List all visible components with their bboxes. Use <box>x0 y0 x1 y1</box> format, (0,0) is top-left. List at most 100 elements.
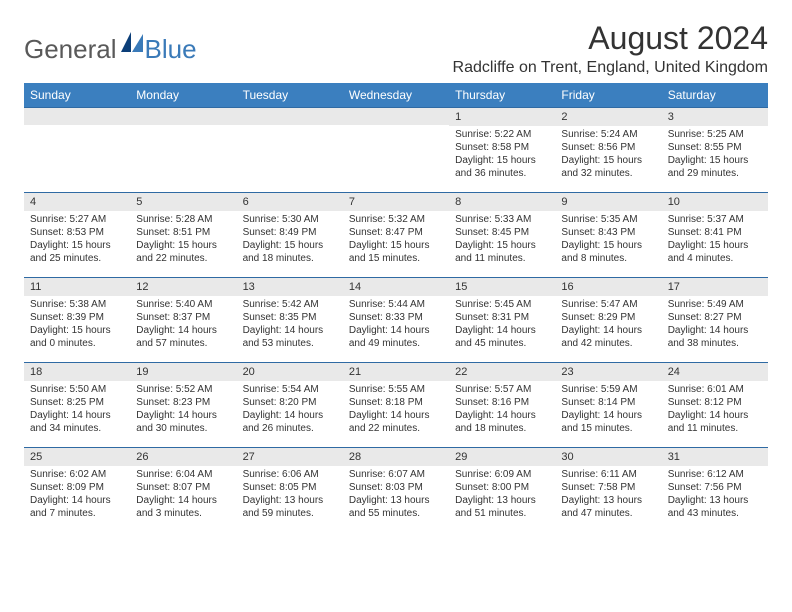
calendar-cell: 15Sunrise: 5:45 AMSunset: 8:31 PMDayligh… <box>449 278 555 362</box>
daylight-text: and 22 minutes. <box>349 422 443 435</box>
sunset-text: Sunset: 8:18 PM <box>349 396 443 409</box>
sunrise-text: Sunrise: 5:30 AM <box>243 213 337 226</box>
sunrise-text: Sunrise: 5:47 AM <box>561 298 655 311</box>
sunrise-text: Sunrise: 5:40 AM <box>136 298 230 311</box>
sunset-text: Sunset: 8:49 PM <box>243 226 337 239</box>
day-number: 14 <box>343 278 449 296</box>
day-number: 3 <box>662 108 768 126</box>
sunrise-text: Sunrise: 6:11 AM <box>561 468 655 481</box>
calendar-cell: 5Sunrise: 5:28 AMSunset: 8:51 PMDaylight… <box>130 193 236 277</box>
calendar-cell: 28Sunrise: 6:07 AMSunset: 8:03 PMDayligh… <box>343 448 449 532</box>
daylight-text: and 36 minutes. <box>455 167 549 180</box>
day-number: 9 <box>555 193 661 211</box>
daylight-text: and 15 minutes. <box>561 422 655 435</box>
day-number: 10 <box>662 193 768 211</box>
calendar-cell: 13Sunrise: 5:42 AMSunset: 8:35 PMDayligh… <box>237 278 343 362</box>
daylight-text: and 22 minutes. <box>136 252 230 265</box>
location-subtitle: Radcliffe on Trent, England, United King… <box>453 59 768 77</box>
cell-body <box>237 125 343 131</box>
daylight-text: Daylight: 14 hours <box>561 409 655 422</box>
sunrise-text: Sunrise: 5:35 AM <box>561 213 655 226</box>
calendar-cell: 17Sunrise: 5:49 AMSunset: 8:27 PMDayligh… <box>662 278 768 362</box>
logo-sail-icon <box>121 32 143 57</box>
cell-body: Sunrise: 5:24 AMSunset: 8:56 PMDaylight:… <box>555 126 661 184</box>
cell-body: Sunrise: 5:57 AMSunset: 8:16 PMDaylight:… <box>449 381 555 439</box>
day-number: 17 <box>662 278 768 296</box>
day-number <box>24 108 130 125</box>
sunset-text: Sunset: 8:23 PM <box>136 396 230 409</box>
daylight-text: Daylight: 14 hours <box>136 409 230 422</box>
cell-body: Sunrise: 5:45 AMSunset: 8:31 PMDaylight:… <box>449 296 555 354</box>
daylight-text: Daylight: 14 hours <box>349 409 443 422</box>
calendar-cell: 25Sunrise: 6:02 AMSunset: 8:09 PMDayligh… <box>24 448 130 532</box>
sunrise-text: Sunrise: 6:06 AM <box>243 468 337 481</box>
daylight-text: Daylight: 14 hours <box>455 409 549 422</box>
daylight-text: Daylight: 15 hours <box>349 239 443 252</box>
calendar-week: 1Sunrise: 5:22 AMSunset: 8:58 PMDaylight… <box>24 107 768 192</box>
calendar-cell: 21 Sunrise: 5:55 AMSunset: 8:18 PMDayligh… <box>343 363 449 447</box>
sunrise-text: Sunrise: 6:12 AM <box>668 468 762 481</box>
sunrise-text: Sunrise: 5:55 AM <box>349 383 443 396</box>
daylight-text: Daylight: 13 hours <box>243 494 337 507</box>
cell-body: Sunrise: 6:02 AMSunset: 8:09 PMDaylight:… <box>24 466 130 524</box>
calendar-page: General Blue August 2024 Radcliffe on Tr… <box>0 0 792 542</box>
daylight-text: and 51 minutes. <box>455 507 549 520</box>
calendar-cell: 23Sunrise: 5:59 AMSunset: 8:14 PMDayligh… <box>555 363 661 447</box>
sunset-text: Sunset: 8:25 PM <box>30 396 124 409</box>
daylight-text: and 0 minutes. <box>30 337 124 350</box>
calendar-cell: 12Sunrise: 5:40 AMSunset: 8:37 PMDayligh… <box>130 278 236 362</box>
calendar-cell: 26Sunrise: 6:04 AMSunset: 8:07 PMDayligh… <box>130 448 236 532</box>
cell-body: Sunrise: 5:30 AMSunset: 8:49 PMDaylight:… <box>237 211 343 269</box>
cell-body: Sunrise: 5:22 AMSunset: 8:58 PMDaylight:… <box>449 126 555 184</box>
sunset-text: Sunset: 8:03 PM <box>349 481 443 494</box>
cell-body: Sunrise: 5:50 AMSunset: 8:25 PMDaylight:… <box>24 381 130 439</box>
day-number: 5 <box>130 193 236 211</box>
daylight-text: and 53 minutes. <box>243 337 337 350</box>
day-header: Monday <box>130 83 236 107</box>
calendar-cell: 30Sunrise: 6:11 AMSunset: 7:58 PMDayligh… <box>555 448 661 532</box>
sunset-text: Sunset: 8:31 PM <box>455 311 549 324</box>
sunrise-text: Sunrise: 5:42 AM <box>243 298 337 311</box>
sunset-text: Sunset: 8:56 PM <box>561 141 655 154</box>
daylight-text: and 55 minutes. <box>349 507 443 520</box>
day-header: Saturday <box>662 83 768 107</box>
day-number: 6 <box>237 193 343 211</box>
sunrise-text: Sunrise: 5:28 AM <box>136 213 230 226</box>
daylight-text: and 18 minutes. <box>455 422 549 435</box>
day-number: 30 <box>555 448 661 466</box>
sunset-text: Sunset: 8:55 PM <box>668 141 762 154</box>
day-header: Friday <box>555 83 661 107</box>
sunrise-text: Sunrise: 6:02 AM <box>30 468 124 481</box>
calendar-cell: 2Sunrise: 5:24 AMSunset: 8:56 PMDaylight… <box>555 108 661 192</box>
cell-body: Sunrise: 5:35 AMSunset: 8:43 PMDaylight:… <box>555 211 661 269</box>
cell-body: Sunrise: 5:27 AMSunset: 8:53 PMDaylight:… <box>24 211 130 269</box>
daylight-text: Daylight: 14 hours <box>668 324 762 337</box>
calendar-cell: 29Sunrise: 6:09 AMSunset: 8:00 PMDayligh… <box>449 448 555 532</box>
cell-body: Sunrise: 5:47 AMSunset: 8:29 PMDaylight:… <box>555 296 661 354</box>
daylight-text: Daylight: 15 hours <box>136 239 230 252</box>
calendar-cell <box>343 108 449 192</box>
daylight-text: and 49 minutes. <box>349 337 443 350</box>
calendar-cell <box>130 108 236 192</box>
cell-body: Sunrise: 6:07 AMSunset: 8:03 PMDaylight:… <box>343 466 449 524</box>
daylight-text: Daylight: 14 hours <box>561 324 655 337</box>
sunset-text: Sunset: 8:47 PM <box>349 226 443 239</box>
sunrise-text: Sunrise: 6:07 AM <box>349 468 443 481</box>
sunset-text: Sunset: 8:37 PM <box>136 311 230 324</box>
calendar-cell: 10Sunrise: 5:37 AMSunset: 8:41 PMDayligh… <box>662 193 768 277</box>
sunrise-text: Sunrise: 5:49 AM <box>668 298 762 311</box>
sunrise-text: Sunrise: 5:22 AM <box>455 128 549 141</box>
day-number: 21 <box>343 363 449 381</box>
calendar-body: 1Sunrise: 5:22 AMSunset: 8:58 PMDaylight… <box>24 107 768 532</box>
calendar-cell: 4Sunrise: 5:27 AMSunset: 8:53 PMDaylight… <box>24 193 130 277</box>
daylight-text: and 42 minutes. <box>561 337 655 350</box>
sunrise-text: Sunrise: 5:50 AM <box>30 383 124 396</box>
cell-body: Sunrise: 5:40 AMSunset: 8:37 PMDaylight:… <box>130 296 236 354</box>
day-header: Tuesday <box>237 83 343 107</box>
daylight-text: Daylight: 13 hours <box>561 494 655 507</box>
sunrise-text: Sunrise: 5:33 AM <box>455 213 549 226</box>
sunset-text: Sunset: 8:58 PM <box>455 141 549 154</box>
cell-body: Sunrise: 5:42 AMSunset: 8:35 PMDaylight:… <box>237 296 343 354</box>
day-headers-row: SundayMondayTuesdayWednesdayThursdayFrid… <box>24 83 768 107</box>
daylight-text: Daylight: 14 hours <box>243 409 337 422</box>
